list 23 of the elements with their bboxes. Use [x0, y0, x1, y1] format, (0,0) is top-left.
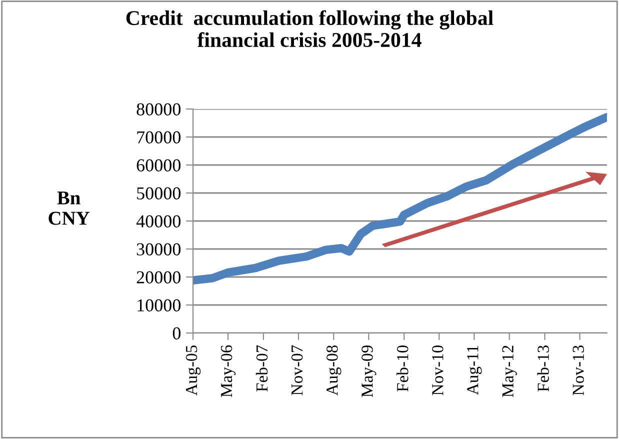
x-tick-label: Feb-13 [537, 345, 549, 392]
x-tick-label: Feb-10 [396, 345, 408, 392]
x-tick-label: May-12 [502, 346, 517, 398]
x-tick-label: Aug-08 [326, 345, 342, 396]
x-tick-label: May-09 [362, 345, 376, 398]
x-tick-label: Nov-13 [572, 345, 584, 396]
x-tick-label: Feb-07 [256, 345, 268, 392]
y-tick-label: 20000 [136, 271, 181, 284]
y-tick-label: 60000 [136, 159, 181, 172]
y-tick-label: 50000 [137, 187, 181, 200]
y-tick-label: 0 [172, 327, 181, 340]
y-tick-label: 70000 [137, 131, 181, 144]
y-tick-label: 10000 [138, 299, 181, 312]
x-tick-label: Aug-11 [467, 346, 482, 395]
x-tick-label: Nov-10 [432, 345, 444, 396]
x-tick-label: May-06 [220, 345, 236, 398]
y-tick-label: 30000 [136, 243, 181, 256]
chart-title: Credit accumulation following the global financial crisis 2005-2014 [126, 10, 494, 48]
y-axis-title: Bn CNY [48, 192, 90, 225]
y-tick-label: 40000 [136, 215, 181, 228]
y-tick-label: 80000 [136, 103, 181, 116]
x-tick-label: Aug-05 [186, 345, 201, 396]
x-tick-label: Nov-07 [291, 345, 303, 396]
